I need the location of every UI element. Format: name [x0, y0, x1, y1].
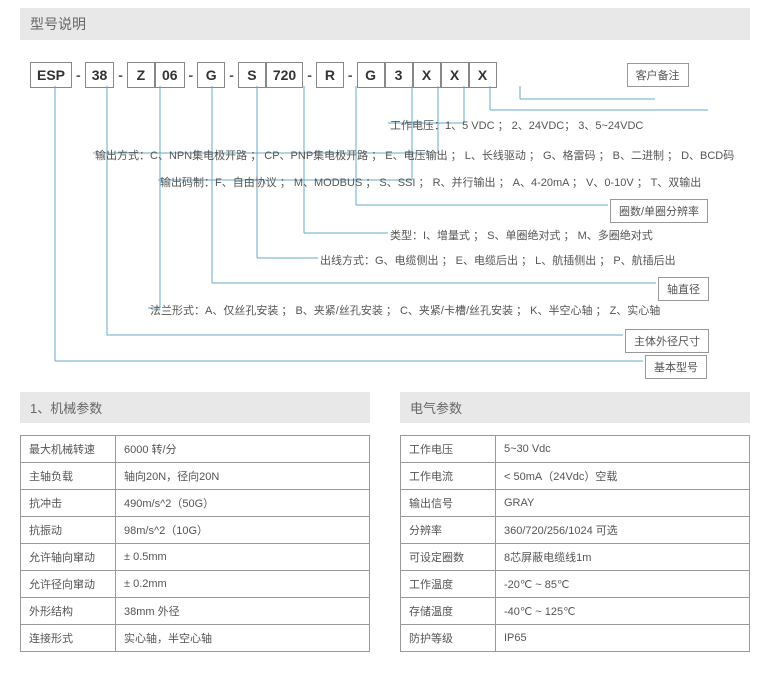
description-line: 类型：I、增量式 ； S、单圈绝对式 ； M、多圈绝对式: [390, 227, 653, 243]
table-row: 工作温度-20℃ ~ 85℃: [401, 571, 750, 598]
code-segment: 06: [155, 62, 185, 88]
table-cell: ± 0.2mm: [116, 571, 370, 598]
table-row: 最大机械转速6000 转/分: [21, 436, 370, 463]
table-row: 可设定圈数8芯屏蔽电缆线1m: [401, 544, 750, 571]
table-cell: 主轴负载: [21, 463, 116, 490]
table-row: 抗振动98m/s^2（10G）: [21, 517, 370, 544]
table-cell: 5~30 Vdc: [496, 436, 750, 463]
table-cell: 存储温度: [401, 598, 496, 625]
table-row: 输出信号GRAY: [401, 490, 750, 517]
customer-note: 客户备注: [627, 63, 689, 87]
table-cell: 6000 转/分: [116, 436, 370, 463]
table-row: 外形结构38mm 外径: [21, 598, 370, 625]
table-cell: 工作温度: [401, 571, 496, 598]
table-cell: 实心轴，半空心轴: [116, 625, 370, 652]
description-line: 轴直径: [658, 277, 709, 301]
description-line: 基本型号: [645, 355, 707, 379]
table-row: 连接形式实心轴，半空心轴: [21, 625, 370, 652]
code-segment: ESP: [30, 62, 72, 88]
description-line: 输出方式：C、NPN集电极开路 ； CP、PNP集电极开路 ； E、电压输出 ；…: [95, 147, 734, 163]
description-line: 圈数/单圈分辨率: [610, 199, 708, 223]
page-title: 型号说明: [20, 8, 750, 40]
description-line: 主体外径尺寸: [625, 329, 709, 353]
dash: -: [303, 67, 316, 83]
code-segment: X: [469, 62, 497, 88]
table-cell: -20℃ ~ 85℃: [496, 571, 750, 598]
table-cell: 可设定圈数: [401, 544, 496, 571]
table-cell: 允许轴向窜动: [21, 544, 116, 571]
code-segment: 3: [385, 62, 413, 88]
table-cell: 连接形式: [21, 625, 116, 652]
mechanical-params: 1、机械参数 最大机械转速6000 转/分主轴负载轴向20N，径向20N抗冲击4…: [20, 392, 370, 652]
table-cell: 分辨率: [401, 517, 496, 544]
dash: -: [185, 67, 198, 83]
table-cell: ± 0.5mm: [116, 544, 370, 571]
table-cell: 外形结构: [21, 598, 116, 625]
table-cell: -40℃ ~ 125℃: [496, 598, 750, 625]
table-cell: 防护等级: [401, 625, 496, 652]
code-segment: X: [413, 62, 441, 88]
table-cell: 轴向20N，径向20N: [116, 463, 370, 490]
table-row: 允许轴向窜动± 0.5mm: [21, 544, 370, 571]
code-segment: Z: [127, 62, 155, 88]
electrical-params: 电气参数 工作电压5~30 Vdc工作电流< 50mA（24Vdc）空载输出信号…: [400, 392, 750, 652]
table-cell: 98m/s^2（10G）: [116, 517, 370, 544]
code-segment: 720: [266, 62, 303, 88]
code-segment: G: [357, 62, 385, 88]
description-line: 法兰形式：A、仅丝孔安装 ； B、夹紧/丝孔安装 ； C、夹紧/卡槽/丝孔安装 …: [150, 302, 660, 318]
code-segment: 38: [85, 62, 115, 88]
dash: -: [72, 67, 85, 83]
description-line: 输出码制：F、自由协议 ； M、MODBUS ； S、SSI ； R、并行输出 …: [160, 174, 701, 190]
electrical-title: 电气参数: [400, 392, 750, 423]
table-cell: 抗振动: [21, 517, 116, 544]
table-cell: 最大机械转速: [21, 436, 116, 463]
dash: -: [225, 67, 238, 83]
model-code-row: ESP-38-Z06-G-S720-R-G3XXX客户备注: [30, 62, 689, 88]
model-diagram: ESP-38-Z06-G-S720-R-G3XXX客户备注 工作电压：1、5 V…: [20, 52, 750, 382]
code-segment: G: [197, 62, 225, 88]
table-cell: GRAY: [496, 490, 750, 517]
mechanical-table: 最大机械转速6000 转/分主轴负载轴向20N，径向20N抗冲击490m/s^2…: [20, 435, 370, 652]
params-row: 1、机械参数 最大机械转速6000 转/分主轴负载轴向20N，径向20N抗冲击4…: [20, 392, 750, 652]
table-cell: 8芯屏蔽电缆线1m: [496, 544, 750, 571]
table-row: 防护等级IP65: [401, 625, 750, 652]
table-cell: IP65: [496, 625, 750, 652]
table-cell: 工作电压: [401, 436, 496, 463]
table-cell: 输出信号: [401, 490, 496, 517]
code-segment: X: [441, 62, 469, 88]
table-row: 抗冲击490m/s^2（50G）: [21, 490, 370, 517]
table-row: 工作电压5~30 Vdc: [401, 436, 750, 463]
code-segment: R: [316, 62, 344, 88]
dash: -: [114, 67, 127, 83]
table-row: 主轴负载轴向20N，径向20N: [21, 463, 370, 490]
table-row: 工作电流< 50mA（24Vdc）空载: [401, 463, 750, 490]
table-cell: 38mm 外径: [116, 598, 370, 625]
table-cell: 360/720/256/1024 可选: [496, 517, 750, 544]
electrical-table: 工作电压5~30 Vdc工作电流< 50mA（24Vdc）空载输出信号GRAY分…: [400, 435, 750, 652]
table-cell: 工作电流: [401, 463, 496, 490]
dash: -: [344, 67, 357, 83]
code-segment: S: [238, 62, 266, 88]
table-row: 允许径向窜动± 0.2mm: [21, 571, 370, 598]
description-line: 出线方式：G、电缆侧出 ； E、电缆后出 ； L、航插侧出 ； P、航插后出: [320, 252, 676, 268]
table-cell: 抗冲击: [21, 490, 116, 517]
mechanical-title: 1、机械参数: [20, 392, 370, 423]
table-row: 存储温度-40℃ ~ 125℃: [401, 598, 750, 625]
table-row: 分辨率360/720/256/1024 可选: [401, 517, 750, 544]
description-line: 工作电压：1、5 VDC ； 2、24VDC； 3、5~24VDC: [390, 117, 643, 133]
table-cell: < 50mA（24Vdc）空载: [496, 463, 750, 490]
table-cell: 允许径向窜动: [21, 571, 116, 598]
table-cell: 490m/s^2（50G）: [116, 490, 370, 517]
